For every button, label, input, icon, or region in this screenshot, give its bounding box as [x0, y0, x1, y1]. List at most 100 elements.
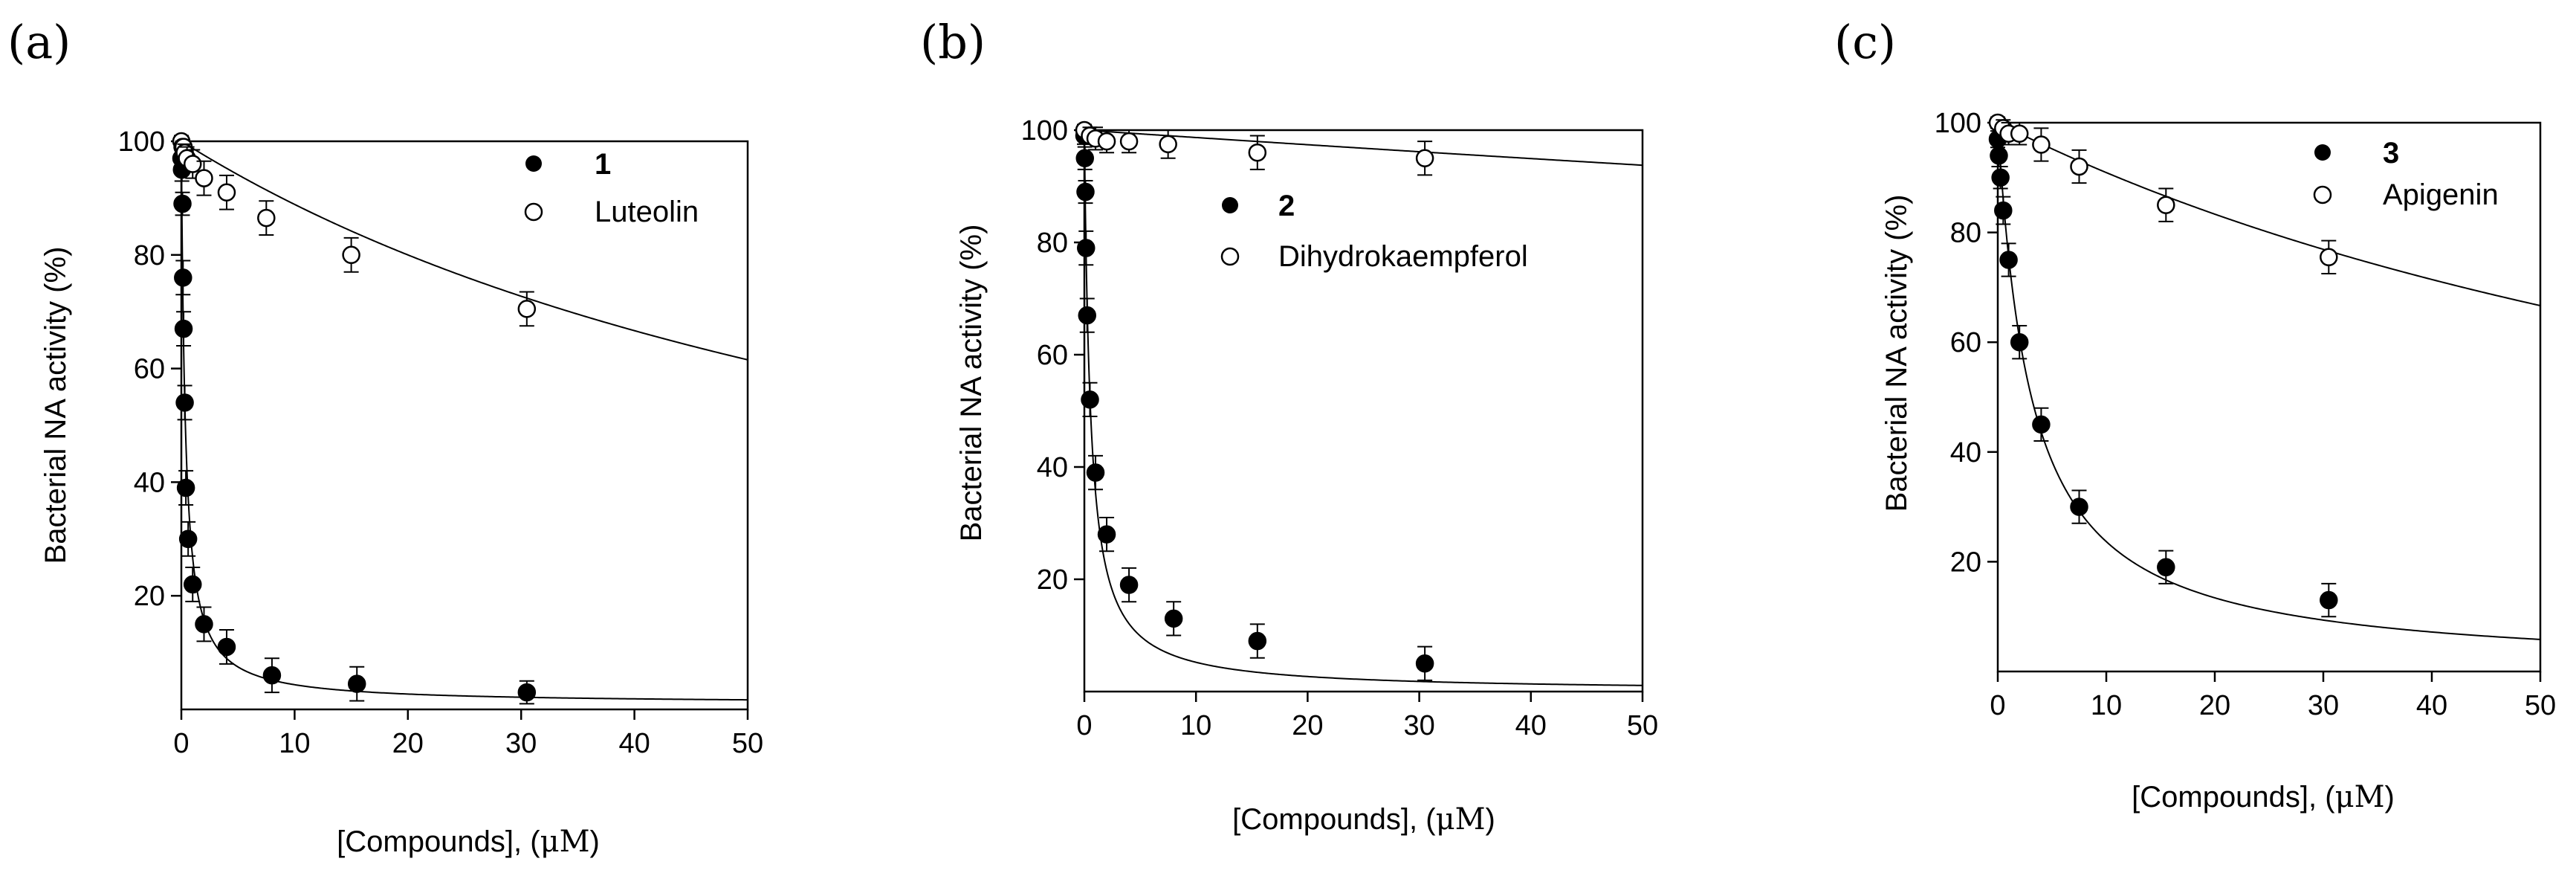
plot-frame: [1083, 129, 1644, 693]
data-point: [1248, 623, 1267, 659]
data-point: [517, 291, 537, 327]
point-marker-filled: [183, 575, 202, 594]
chart-panel-a: (a) 0 10 20 30 40 50 20 40 60 80 100 Bacterial NA …: [7, 15, 763, 859]
x-tick-label: 10: [1180, 710, 1211, 741]
x-tick-label: 10: [2091, 690, 2122, 721]
y-tick-label: 40: [1037, 452, 1068, 483]
legend-label-2: Apigenin: [2383, 178, 2499, 211]
point-marker-open: [195, 169, 213, 187]
data-point: [1999, 242, 2018, 277]
data-point: [176, 470, 195, 506]
axes-layer: 0 10 20 30 40 50 20 40 60 80 100: [1935, 108, 2557, 721]
data-point: [1991, 166, 2010, 190]
point-marker-open: [183, 155, 202, 173]
point-marker-filled: [1078, 306, 1097, 325]
data-point: [2010, 122, 2029, 146]
data-point: [257, 200, 276, 236]
point-marker-filled: [1075, 149, 1095, 167]
data-point: [1097, 516, 1116, 553]
x-axis-title-unit: μM: [2335, 780, 2385, 814]
y-tick-label: 100: [1935, 108, 1981, 139]
x-axis-title-unit: μM: [540, 825, 590, 859]
data-point: [1415, 645, 1434, 681]
point-marker-filled: [1415, 654, 1434, 673]
point-marker-open: [2157, 196, 2175, 214]
point-marker-open: [1248, 143, 1267, 162]
x-tick-label: 40: [2416, 690, 2447, 721]
point-marker-filled: [1994, 201, 2013, 220]
point-marker-filled: [2320, 590, 2338, 610]
point-marker-open: [517, 300, 537, 318]
point-marker-open: [217, 183, 236, 202]
x-tick-label: 30: [2308, 690, 2339, 721]
panel-letter: (a): [7, 15, 71, 69]
data-points: [1075, 120, 1434, 681]
x-tick-label: 30: [1403, 710, 1434, 741]
x-axis-title-unit: μM: [1436, 802, 1486, 837]
data-point: [195, 606, 213, 642]
legend-label-2: Luteolin: [595, 196, 699, 228]
y-tick-label: 80: [1950, 218, 1981, 249]
point-marker-filled: [176, 478, 195, 497]
legend-marker-open: [2313, 185, 2332, 204]
point-marker-open: [1119, 132, 1139, 151]
legend-marker-open: [1220, 247, 1240, 266]
point-marker-open: [2070, 157, 2088, 176]
point-marker-open: [1415, 149, 1434, 167]
fit-curve-3: [1997, 122, 2541, 640]
y-axis-title: Bacterial NA activity (%): [955, 225, 988, 542]
data-point: [1159, 129, 1177, 159]
x-axis-title-close: ): [590, 825, 600, 858]
y-tick-label: 60: [1037, 340, 1068, 371]
plot-frame: [1996, 121, 2542, 673]
point-marker-filled: [175, 393, 194, 412]
point-marker-filled: [1990, 146, 2008, 165]
data-point: [1097, 129, 1116, 154]
point-marker-filled: [2070, 497, 2088, 516]
point-marker-filled: [2157, 558, 2175, 577]
data-point: [1415, 141, 1434, 176]
data-point: [1119, 129, 1139, 154]
legend-label-1: 1: [595, 148, 611, 181]
data-point: [1075, 146, 1095, 170]
axes-layer: 0 10 20 30 40 50 20 40 60 80 100: [1021, 115, 1659, 741]
legend-marker-filled: [1222, 197, 1238, 213]
x-tick-label: 40: [618, 728, 650, 759]
data-point: [1078, 297, 1097, 333]
data-point: [2157, 550, 2175, 584]
legend-label-1: 2: [1278, 190, 1295, 222]
point-marker-filled: [262, 666, 282, 685]
y-tick-label: 80: [134, 240, 165, 271]
x-tick-label: 50: [1627, 710, 1658, 741]
x-axis-title: [Compounds], (μM): [337, 825, 600, 859]
data-point: [1119, 567, 1139, 603]
point-marker-filled: [1077, 239, 1096, 257]
x-tick-label: 30: [505, 728, 537, 759]
point-marker-filled: [1081, 390, 1099, 409]
x-axis-title-main: [Compounds], (: [2132, 781, 2335, 814]
y-tick-label: 40: [134, 467, 165, 498]
y-tick-label: 60: [1950, 327, 1981, 358]
x-axis-title-main: [Compounds], (: [337, 825, 540, 858]
point-marker-open: [1097, 132, 1116, 151]
x-tick-label: 0: [1076, 710, 1092, 741]
x-axis-title-close: ): [1486, 803, 1495, 836]
point-marker-filled: [1164, 609, 1183, 628]
point-marker-filled: [1097, 525, 1116, 544]
y-axis-title: Bacterial NA activity (%): [39, 247, 72, 564]
data-point: [2032, 407, 2051, 442]
point-marker-filled: [1991, 168, 2010, 187]
x-tick-label: 20: [2199, 690, 2230, 721]
data-point: [2070, 149, 2088, 184]
data-point: [1994, 196, 2013, 225]
x-tick-label: 50: [732, 728, 763, 759]
point-marker-filled: [347, 674, 366, 693]
data-point: [217, 629, 236, 665]
data-point: [217, 174, 236, 210]
point-marker-filled: [174, 268, 192, 287]
y-tick-label: 100: [1021, 115, 1068, 146]
x-axis-title: [Compounds], (μM): [1232, 802, 1495, 837]
point-marker-filled: [2032, 415, 2051, 434]
point-marker-filled: [1119, 576, 1139, 594]
legend: 2 Dihydrokaempferol: [1220, 190, 1528, 273]
